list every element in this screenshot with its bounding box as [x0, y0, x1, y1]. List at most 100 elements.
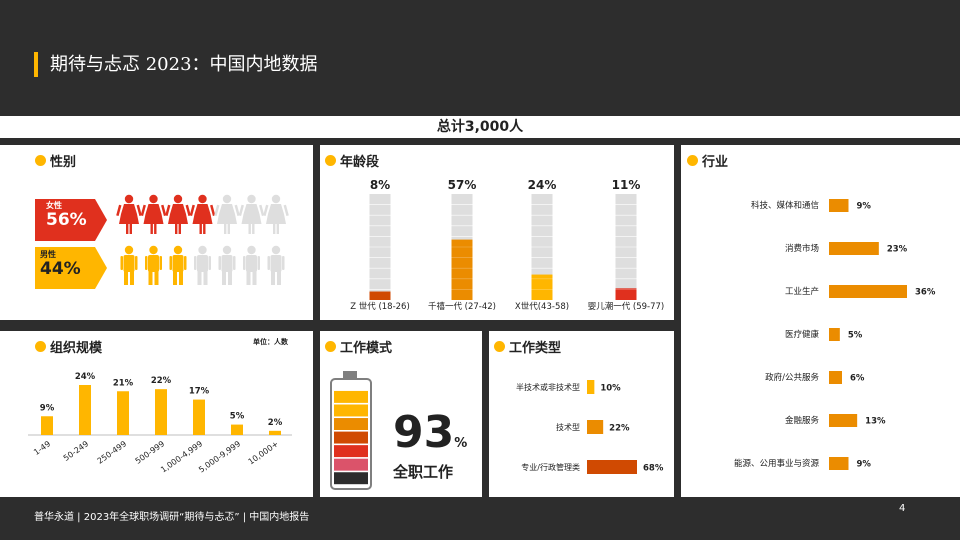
work-type-value-label: 10% — [600, 384, 621, 394]
org-size-bar — [79, 385, 91, 435]
org-size-value-label: 2% — [268, 418, 283, 428]
page-title: 期待与忐忑 2023：中国内地数据 — [50, 54, 318, 75]
gender-panel-title: 性别 — [35, 151, 76, 170]
unit-note: 单位：人数 — [253, 338, 288, 346]
age-value-label: 8% — [370, 178, 390, 192]
industry-value-label: 13% — [865, 417, 886, 427]
age-category-label: 千禧一代 (27-42) — [428, 301, 496, 312]
industry-category-label: 科技、媒体和通信 — [751, 200, 820, 211]
industry-panel-title: 行业 — [687, 151, 728, 170]
female-person-icon — [238, 194, 265, 234]
industry-bar — [829, 414, 858, 427]
industry-category-label: 消费市场 — [785, 243, 819, 254]
org-size-value-label: 22% — [151, 376, 172, 386]
female-pct: 56% — [46, 210, 87, 230]
bullet-icon — [35, 341, 46, 352]
full-time-pct: 93% — [393, 411, 467, 466]
industry-bar — [829, 199, 849, 212]
female-label: 女性 — [46, 201, 62, 210]
age-category-label: X世代(43-58) — [515, 301, 569, 312]
industry-category-label: 医疗健康 — [785, 329, 820, 340]
male-tag-text: 男性 44% — [40, 250, 81, 279]
battery-gauge — [330, 371, 372, 490]
age-chart: 8% Z 世代 (18-26) 57% 千禧一代 (27-42) 24% X世代(43-5… — [350, 178, 664, 312]
org-size-category-label: 250-499 — [96, 439, 129, 466]
org-size-bar — [117, 391, 129, 435]
age-bar — [531, 274, 553, 300]
bullet-icon — [35, 155, 46, 166]
org-size-category-label: 500-999 — [134, 439, 167, 466]
full-time-label: 全职工作 — [393, 463, 454, 481]
industry-bar — [829, 457, 849, 470]
industry-category-label: 政府/公共服务 — [765, 372, 819, 383]
battery-segment — [334, 390, 368, 403]
full-time-pct-value: 93 — [393, 407, 455, 458]
male-person-icon — [194, 245, 211, 285]
work-type-panel: 工作类型 半技术或非技术型 10% 技术型 22% 专业/行政管理类 68% — [489, 331, 674, 497]
age-value-label: 24% — [528, 178, 557, 192]
age-category-label: Z 世代 (18-26) — [350, 301, 410, 312]
age-title-text: 年龄段 — [340, 155, 380, 170]
bullet-icon — [325, 341, 336, 352]
org-size-value-label: 21% — [113, 378, 134, 388]
female-person-icon — [165, 194, 191, 234]
age-value-label: 57% — [448, 178, 477, 192]
work-type-title-text: 工作类型 — [509, 341, 562, 356]
org-size-chart: 9%1-4924%50-24921%250-49922%500-99917%1,… — [28, 372, 292, 475]
org-size-value-label: 5% — [230, 412, 245, 422]
org-size-value-label: 9% — [40, 403, 55, 413]
work-type-bar — [587, 380, 595, 394]
battery-segment — [334, 404, 368, 417]
industry-value-label: 9% — [857, 460, 872, 470]
work-mode-panel: 工作模式 93% 全职工作 — [320, 331, 482, 497]
page-number: 4 — [899, 503, 906, 514]
age-value-label: 11% — [612, 178, 641, 192]
industry-bar — [829, 371, 842, 384]
male-person-icon — [267, 245, 285, 285]
org-size-bar — [193, 399, 205, 435]
gender-chart — [35, 194, 289, 289]
org-size-bar — [41, 416, 53, 435]
work-mode-title-text: 工作模式 — [340, 341, 393, 356]
battery-segment — [334, 431, 368, 444]
male-person-icon — [120, 245, 138, 285]
male-pct: 44% — [40, 259, 81, 279]
industry-panel: 行业 科技、媒体和通信 9% 消费市场 23% 工业生产 36% 医疗健康 5% 政府/公共服务… — [681, 145, 960, 497]
work-type-panel-title: 工作类型 — [494, 337, 561, 356]
title-accent-bar — [34, 52, 38, 77]
work-type-category-label: 技术型 — [556, 422, 580, 432]
work-type-value-label: 68% — [643, 464, 664, 474]
industry-title-text: 行业 — [702, 155, 729, 170]
industry-category-label: 金融服务 — [785, 415, 820, 426]
female-person-icon — [263, 194, 289, 234]
battery-segment — [334, 458, 368, 471]
work-type-category-label: 半技术或非技术型 — [516, 382, 580, 392]
battery-cap — [343, 371, 357, 378]
female-person-icon — [140, 194, 167, 234]
gender-panel: 性别 女性 56% 男性 44% — [0, 145, 313, 320]
bullet-icon — [325, 155, 336, 166]
org-size-category-label: 50-249 — [62, 439, 90, 463]
org-size-bar — [231, 424, 243, 435]
male-person-icon — [243, 245, 260, 285]
org-size-panel-title: 组织规模 — [35, 337, 102, 356]
header — [0, 0, 960, 115]
org-size-title-text: 组织规模 — [50, 341, 103, 356]
age-bar — [369, 291, 391, 300]
footer-source: 普华永道 | 2023年全球职场调研“期待与忐忑” | 中国内地报告 — [34, 512, 310, 523]
battery-segment — [334, 418, 368, 430]
work-mode-panel-title: 工作模式 — [325, 337, 392, 356]
age-panel-title: 年龄段 — [325, 151, 379, 170]
age-bar — [451, 239, 473, 300]
org-size-value-label: 24% — [75, 372, 96, 382]
male-person-icon — [145, 245, 162, 285]
gender-title-text: 性别 — [50, 155, 77, 170]
org-size-category-label: 1-49 — [32, 439, 52, 457]
female-tag — [35, 199, 107, 241]
industry-chart: 科技、媒体和通信 9% 消费市场 23% 工业生产 36% 医疗健康 5% 政府/公共服务 6% 金… — [734, 199, 936, 470]
full-time-pct-sign: % — [454, 436, 468, 451]
work-type-category-label: 专业/行政管理类 — [521, 462, 580, 472]
male-person-icon — [218, 245, 236, 285]
industry-category-label: 能源、公用事业与资源 — [734, 458, 820, 469]
industry-value-label: 36% — [915, 288, 936, 298]
